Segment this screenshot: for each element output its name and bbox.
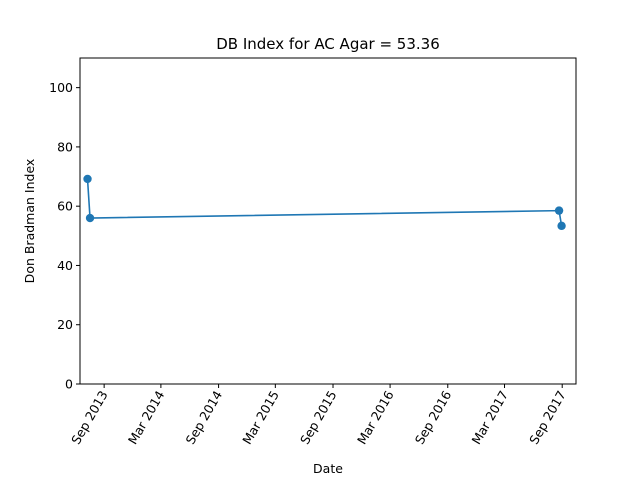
x-tick-label: Mar 2017 (468, 388, 511, 447)
data-point (83, 174, 92, 184)
y-tick-label: 60 (57, 199, 73, 214)
y-axis-label: Don Bradman Index (22, 159, 37, 284)
series-line (86, 178, 563, 226)
data-point (85, 213, 95, 223)
x-tick-label: Sep 2013 (68, 388, 111, 447)
plot-area (83, 174, 566, 231)
y-tick-label: 0 (65, 377, 73, 392)
x-tick-label: Mar 2015 (239, 388, 282, 447)
y-tick-label: 80 (57, 139, 73, 154)
x-tick-label: Sep 2014 (183, 388, 226, 447)
chart-title: DB Index for AC Agar = 53.36 (216, 35, 440, 53)
x-tick-label: Sep 2015 (297, 388, 340, 447)
x-axis: Sep 2013 Mar 2014 Sep 2014 Mar 2015 Sep 2015… (68, 384, 569, 447)
data-point (554, 206, 564, 215)
y-tick-label: 20 (57, 317, 73, 332)
y-tick-label: 40 (57, 258, 73, 273)
x-axis-label: Date (313, 461, 343, 476)
y-axis: 0 20 40 60 80 100 (49, 80, 80, 392)
x-tick-label: Sep 2016 (412, 388, 455, 447)
axes-frame (79, 57, 577, 385)
x-tick-label: Mar 2016 (354, 388, 397, 447)
x-tick-label: Sep 2017 (526, 388, 569, 447)
x-tick-label: Mar 2014 (125, 388, 168, 447)
y-tick-label: 100 (49, 80, 73, 95)
data-point (557, 221, 566, 231)
